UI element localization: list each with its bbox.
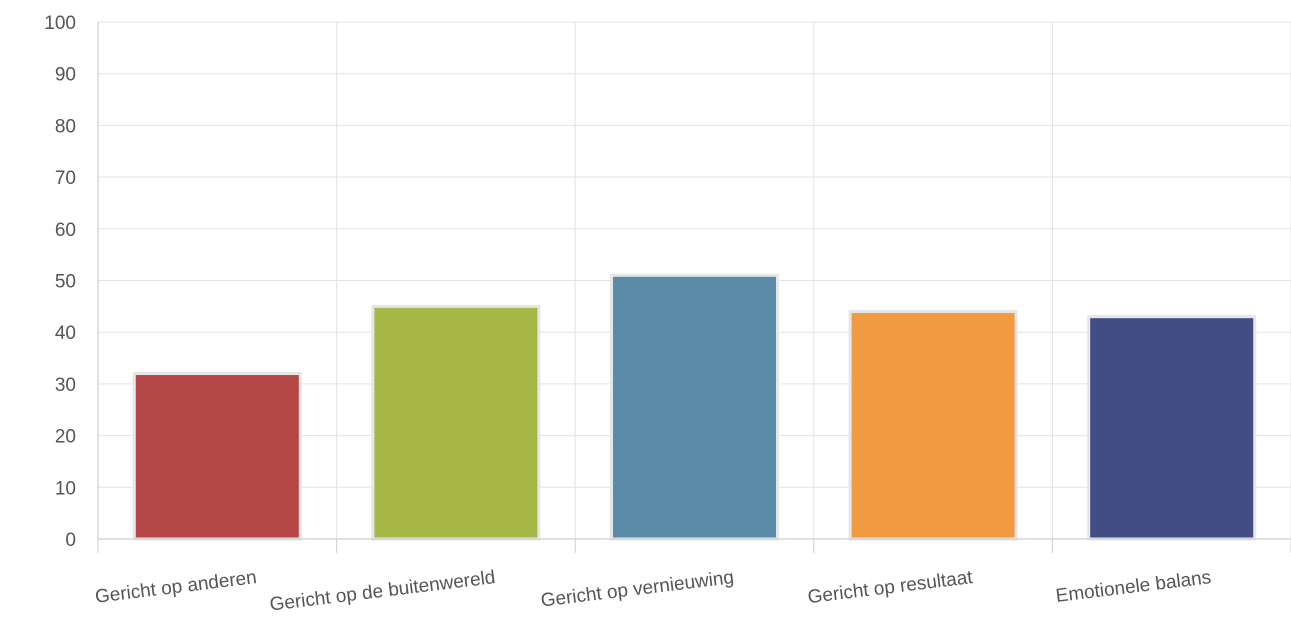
y-tick-label: 50 [55,272,76,293]
x-tick-label: Gericht op vernieuwing [540,567,735,612]
y-tick-labels: 0 10 20 30 40 50 60 70 80 90 100 [44,13,76,551]
x-tick-label: Gericht op de buitenwereld [269,567,497,616]
y-tick-label: 40 [55,323,76,344]
y-tick-label: 70 [55,168,76,189]
axes [97,22,1291,553]
x-tick-labels: Gericht op anderen Gericht op de buitenwe… [94,567,1212,616]
x-tick-label: Emotionele balans [1055,567,1213,607]
bars [132,273,1257,541]
y-tick-label: 100 [44,13,76,34]
bar [848,310,1018,541]
y-tick-label: 0 [65,530,76,551]
bar [371,304,541,541]
y-tick-label: 10 [55,478,76,499]
x-tick-label: Gericht op anderen [94,567,258,608]
bar [610,273,779,541]
y-tick-label: 90 [55,65,76,86]
y-tick-label: 60 [55,220,76,241]
bar [1087,315,1257,541]
x-tick-label: Gericht op resultaat [807,567,975,608]
y-tick-label: 20 [55,427,76,448]
y-tick-label: 80 [55,116,76,137]
y-tick-label: 30 [55,375,76,396]
bar [132,372,302,541]
